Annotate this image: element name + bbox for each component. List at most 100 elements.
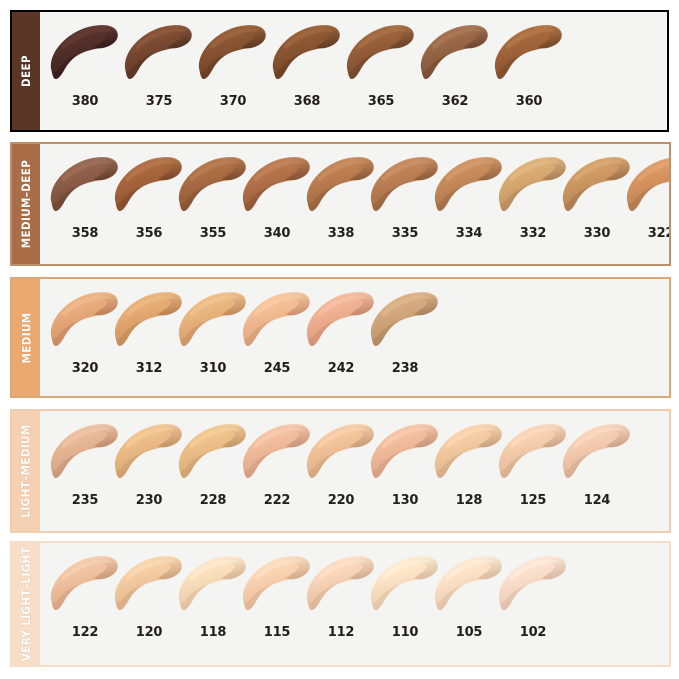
swatch-body [242,292,310,347]
swatch-tail [533,25,562,49]
swatch-shadow [372,453,400,479]
swatch-tail [217,556,246,580]
swatch-body [498,556,566,611]
shade-swatch-cell[interactable]: 245 [240,279,314,396]
swatch-highlight [136,28,185,50]
swatch-strip-medium: 320 312 310 245 242 238 [40,279,669,396]
shade-swatch-cell[interactable]: 340 [240,144,314,264]
shade-swatch-cell[interactable]: 334 [432,144,506,264]
swatch-highlight [254,160,303,182]
shade-code-label: 124 [583,493,611,508]
foundation-swatch-icon [242,292,310,347]
shade-swatch-cell[interactable]: 128 [432,411,506,531]
swatch-shadow [308,321,336,347]
swatch-body [306,292,374,347]
shade-swatch-cell[interactable]: 380 [48,12,122,130]
swatch-tail [473,424,502,448]
shade-swatch-cell[interactable]: 375 [122,12,196,130]
shade-code-label: 122 [71,625,99,640]
shade-swatch-cell[interactable]: 370 [196,12,270,130]
shade-swatch-cell[interactable]: 238 [368,279,442,396]
swatch-body [434,556,502,611]
swatch-highlight [62,559,111,581]
shade-swatch-cell[interactable]: 222 [240,411,314,531]
swatch-shadow [126,54,154,80]
shade-swatch-cell[interactable]: 228 [176,411,250,531]
shade-swatch-cell[interactable]: 230 [112,411,186,531]
swatch-body [434,424,502,479]
swatch-shadow [436,453,464,479]
swatch-highlight [574,427,623,449]
swatch-body [114,157,182,212]
shade-code-label: 312 [135,361,163,376]
shade-swatch-cell[interactable]: 332 [496,144,570,264]
shade-swatch-cell[interactable]: 320 [48,279,122,396]
swatch-tail [409,157,438,181]
swatch-tail [473,556,502,580]
row-label-very-light: VERY LIGHT–LIGHT [12,543,40,665]
shade-code-label: 362 [441,94,469,109]
shade-swatch-cell[interactable]: 118 [176,543,250,665]
shade-swatch-cell[interactable]: 102 [496,543,570,665]
shade-swatch-cell[interactable]: 130 [368,411,442,531]
swatch-body [306,157,374,212]
shade-swatch-cell[interactable]: 322 [624,144,669,264]
shade-code-label: 220 [327,493,355,508]
shade-swatch-cell[interactable]: 362 [418,12,492,130]
shade-row-very-light: VERY LIGHT–LIGHT 122 120 118 115 112 110 105 10… [10,541,671,667]
shade-code-label: 355 [199,226,227,241]
shade-swatch-cell[interactable]: 358 [48,144,122,264]
shade-row-medium-deep: MEDIUM–DEEP 358 356 355 340 338 335 334 332 330 3… [10,142,671,266]
shade-swatch-cell[interactable]: 242 [304,279,378,396]
shade-swatch-cell[interactable]: 125 [496,411,570,531]
swatch-tail [217,157,246,181]
shade-swatch-cell[interactable]: 360 [492,12,566,130]
shade-swatch-cell[interactable]: 365 [344,12,418,130]
row-label-text: VERY LIGHT–LIGHT [19,546,33,662]
swatch-body [562,424,630,479]
swatch-highlight [510,427,559,449]
shade-code-label: 130 [391,493,419,508]
shade-swatch-cell[interactable]: 122 [48,543,122,665]
shade-swatch-cell[interactable]: 312 [112,279,186,396]
shade-swatch-cell[interactable]: 124 [560,411,634,531]
shade-swatch-cell[interactable]: 356 [112,144,186,264]
shade-code-label: 112 [327,625,355,640]
swatch-tail [345,424,374,448]
swatch-highlight [318,295,367,317]
shade-swatch-cell[interactable]: 105 [432,543,506,665]
swatch-strip-very-light: 122 120 118 115 112 110 105 102 [40,543,669,665]
swatch-shadow [116,186,144,212]
foundation-swatch-icon [198,25,266,80]
shade-swatch-cell[interactable]: 220 [304,411,378,531]
swatch-body [626,157,669,212]
swatch-body [114,424,182,479]
shade-swatch-cell[interactable]: 115 [240,543,314,665]
shade-swatch-cell[interactable]: 112 [304,543,378,665]
shade-swatch-cell[interactable]: 310 [176,279,250,396]
shade-swatch-cell[interactable]: 338 [304,144,378,264]
shade-row-deep: DEEP 380 375 370 368 365 362 360 [10,10,669,132]
shade-swatch-cell[interactable]: 368 [270,12,344,130]
shade-swatch-cell[interactable]: 330 [560,144,634,264]
swatch-shadow [52,54,80,80]
foundation-swatch-icon [114,292,182,347]
foundation-swatch-icon [242,424,310,479]
swatch-highlight [254,559,303,581]
swatch-highlight [62,427,111,449]
swatch-tail [459,25,488,49]
shade-swatch-cell[interactable]: 235 [48,411,122,531]
swatch-tail [385,25,414,49]
swatch-shadow [244,321,272,347]
shade-swatch-cell[interactable]: 335 [368,144,442,264]
swatch-tail [153,424,182,448]
shade-swatch-cell[interactable]: 355 [176,144,250,264]
swatch-tail [601,157,630,181]
foundation-swatch-icon [626,157,669,212]
shade-swatch-cell[interactable]: 110 [368,543,442,665]
foundation-swatch-icon [114,556,182,611]
swatch-highlight [318,559,367,581]
row-label-deep: DEEP [12,12,40,130]
shade-code-label: 110 [391,625,419,640]
shade-swatch-cell[interactable]: 120 [112,543,186,665]
